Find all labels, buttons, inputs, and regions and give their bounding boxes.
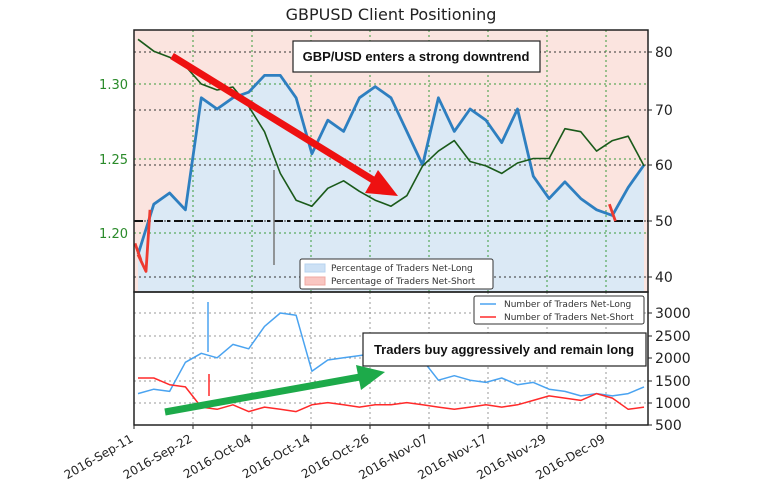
buying-annotation: Traders buy aggressively and remain long bbox=[374, 342, 634, 357]
left-axis-tick: 1.30 bbox=[99, 78, 128, 93]
count-axis-tick: 2000 bbox=[655, 351, 691, 367]
bottom-legend: Number of Traders Net-Long Number of Tra… bbox=[473, 295, 645, 325]
right-axis-tick: 80 bbox=[655, 45, 673, 61]
chart-title: GBPUSD Client Positioning bbox=[286, 5, 497, 24]
uptrend-arrow-shaft bbox=[164, 373, 361, 416]
net-long-area bbox=[138, 75, 644, 293]
count-axis-tick: 500 bbox=[655, 418, 682, 434]
legend-label-net-long: Percentage of Traders Net-Long bbox=[331, 264, 473, 274]
left-axis-tick: 1.25 bbox=[99, 153, 128, 168]
count-axis-tick: 3000 bbox=[655, 306, 691, 322]
downtrend-arrow-head-icon bbox=[365, 170, 398, 196]
right-axis-tick: 70 bbox=[655, 103, 673, 119]
right-axis-tick: 60 bbox=[655, 158, 673, 174]
downtrend-annotation-box bbox=[292, 40, 541, 73]
number-net-short-line bbox=[138, 377, 645, 413]
net-long-percentage-line bbox=[136, 74, 646, 256]
net-short-percentage-line bbox=[133, 203, 617, 273]
top-panel: GBP/USD enters a strong downtrend Percen… bbox=[133, 30, 648, 293]
left-axis-tick: 1.20 bbox=[99, 227, 128, 242]
top-legend: Percentage of Traders Net-Long Percentag… bbox=[299, 258, 494, 290]
uptrend-arrow-head-icon bbox=[356, 365, 385, 390]
right-axis-tick: 50 bbox=[655, 214, 673, 230]
legend-label-number-net-long: Number of Traders Net-Long bbox=[504, 300, 631, 310]
downtrend-arrow-shaft bbox=[170, 53, 380, 186]
buying-annotation-box bbox=[362, 332, 647, 367]
count-axis-tick: 1000 bbox=[655, 396, 691, 412]
legend-swatch-net-long bbox=[304, 263, 326, 273]
count-axis-tick: 2500 bbox=[655, 329, 691, 345]
legend-label-net-short: Percentage of Traders Net-Short bbox=[331, 277, 476, 287]
count-axis-tick: 1500 bbox=[655, 374, 691, 390]
right-axis-tick: 40 bbox=[655, 270, 673, 286]
bottom-panel: Traders buy aggressively and remain long… bbox=[134, 292, 648, 425]
legend-swatch-net-short bbox=[304, 276, 326, 286]
downtrend-annotation: GBP/USD enters a strong downtrend bbox=[303, 49, 530, 64]
legend-label-number-net-short: Number of Traders Net-Short bbox=[504, 313, 634, 323]
